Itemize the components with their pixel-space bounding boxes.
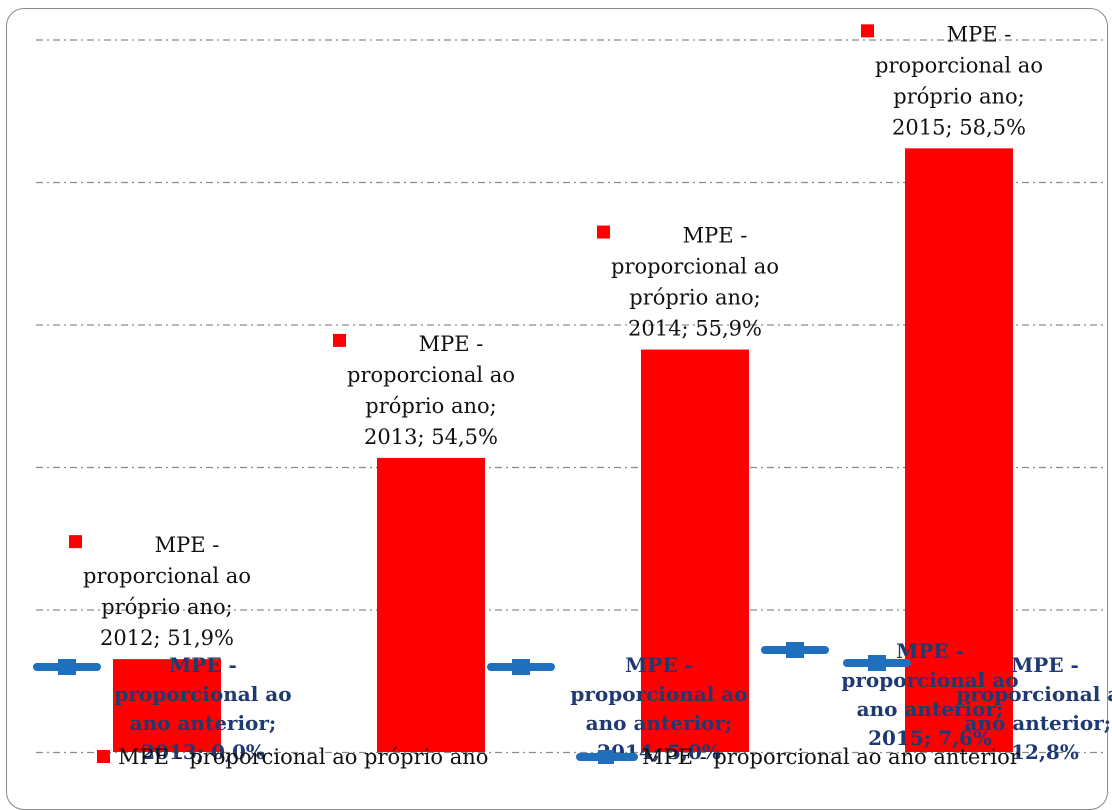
bar-data-label-2013: MPE -proporcional ao próprio ano; 2013; 54…: [347, 332, 515, 449]
line-data-label-1: MPE -proporcional ao ano anterior; 2014; 5…: [570, 653, 747, 764]
line-marker-square-1: [512, 659, 530, 675]
bar-data-label-2015: MPE -proporcional ao próprio ano; 2015; 58…: [875, 22, 1043, 139]
bar-label-key-2015: [861, 24, 874, 38]
line-marker-square-2: [786, 642, 804, 658]
bar-2014: [641, 349, 749, 752]
line-marker-square-0: [58, 659, 76, 675]
bar-data-label-2012: MPE -proporcional ao próprio ano; 2012; 51…: [83, 533, 251, 650]
bar-2015: [905, 148, 1013, 752]
bar-label-key-2014: [597, 225, 610, 239]
bar-chart: MPE -proporcional ao próprio ano; 2012; 51…: [33, 22, 1112, 769]
legend-key-bars: [97, 750, 110, 763]
bar-2013: [377, 457, 485, 752]
bar-label-key-2012: [69, 535, 82, 549]
bar-2012: [113, 659, 221, 752]
line-marker-square-3: [868, 655, 886, 671]
legend-label-bars: MPE - proporcional ao próprio ano: [118, 745, 488, 769]
line-data-label-2: MPE -proporcional ao ano anterior; 2015; 7…: [841, 639, 1018, 750]
bar-data-label-2014: MPE -proporcional ao próprio ano; 2014; 55…: [611, 224, 779, 341]
line-data-label-0: MPE -proporcional ao ano anterior; 2013; 0…: [114, 653, 291, 764]
legend-key-line-square: [598, 750, 614, 764]
legend-label-line: MPE - proporcional ao ano anterior: [642, 745, 1021, 769]
bar-label-key-2013: [333, 333, 346, 347]
